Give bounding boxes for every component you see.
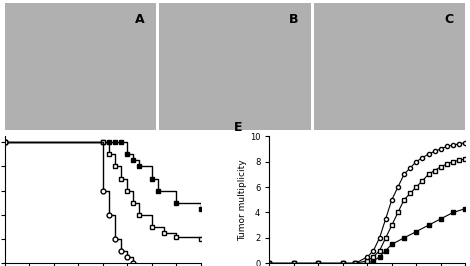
Text: C: C — [444, 13, 453, 26]
Text: E: E — [234, 121, 243, 134]
Text: A: A — [134, 13, 144, 26]
Text: B: B — [289, 13, 298, 26]
Y-axis label: Tumor multiplicity: Tumor multiplicity — [238, 159, 247, 240]
